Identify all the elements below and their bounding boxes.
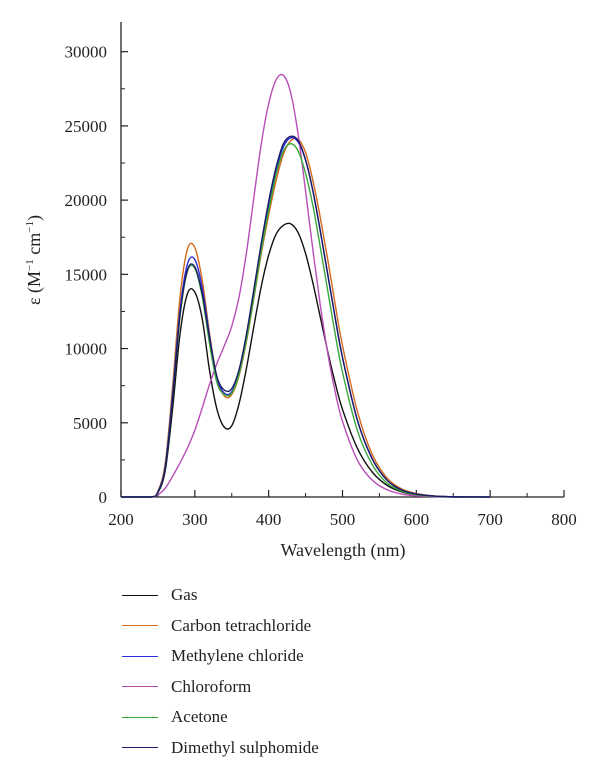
legend: Gas Carbon tetrachloride Methylene chlorid… <box>122 580 319 763</box>
legend-swatch <box>122 747 158 749</box>
y-axis-title-mid: cm <box>24 233 44 260</box>
legend-label: Acetone <box>171 707 228 727</box>
legend-item-dimethyl-sulphomide: Dimethyl sulphomide <box>122 733 319 764</box>
x-tick-label: 500 <box>330 510 356 529</box>
legend-label: Methylene chloride <box>171 646 304 666</box>
legend-label: Dimethyl sulphomide <box>171 737 319 757</box>
x-tick-label: 400 <box>256 510 282 529</box>
legend-item-methylene-chloride: Methylene chloride <box>122 641 319 672</box>
legend-swatch <box>122 655 158 657</box>
series-line-dimethyl-sulphomide <box>121 135 491 498</box>
legend-swatch <box>122 594 158 596</box>
legend-label: Chloroform <box>171 676 252 696</box>
series-line-carbon-tetrachloride <box>121 137 491 498</box>
y-tick-label: 20000 <box>65 191 108 210</box>
legend-label: Gas <box>171 585 198 605</box>
legend-item-gas: Gas <box>122 580 319 611</box>
legend-item-chloroform: Chloroform <box>122 672 319 703</box>
y-tick-label: 30000 <box>65 43 108 62</box>
legend-swatch <box>122 716 158 718</box>
y-axis-title-end: ) <box>24 215 45 221</box>
series-line-chloroform <box>121 73 491 498</box>
x-axis-title: Wavelength (nm) <box>280 540 405 561</box>
legend-swatch <box>122 686 158 688</box>
y-axis-title-main: ε (M <box>24 271 45 305</box>
series-line-gas <box>121 222 491 498</box>
series-lines <box>121 73 491 498</box>
axis-ticks: 200 300 400 500 600 700 800 0 5000 10000 15000 2000… <box>65 43 577 529</box>
y-tick-label: 10000 <box>65 340 108 359</box>
x-tick-label: 600 <box>404 510 430 529</box>
legend-item-acetone: Acetone <box>122 702 319 733</box>
y-tick-label: 25000 <box>65 117 108 136</box>
plot-frame <box>120 22 564 498</box>
x-tick-label: 800 <box>551 510 577 529</box>
y-tick-label: 0 <box>99 488 108 507</box>
y-axis-title-sup2: −1 <box>24 221 36 233</box>
y-tick-label: 15000 <box>65 265 108 284</box>
x-tick-label: 700 <box>477 510 503 529</box>
y-tick-label: 5000 <box>73 414 107 433</box>
legend-label: Carbon tetrachloride <box>171 615 312 635</box>
y-axis-title-sup1: −1 <box>24 259 36 271</box>
x-tick-label: 200 <box>108 510 134 529</box>
legend-swatch <box>122 625 158 627</box>
y-axis-title: ε (M−1 cm−1) <box>24 215 45 305</box>
x-tick-label: 300 <box>182 510 208 529</box>
legend-item-carbon-tetrachloride: Carbon tetrachloride <box>122 611 319 642</box>
chart: 200 300 400 500 600 700 800 0 5000 10000 15000 2000… <box>24 22 577 561</box>
